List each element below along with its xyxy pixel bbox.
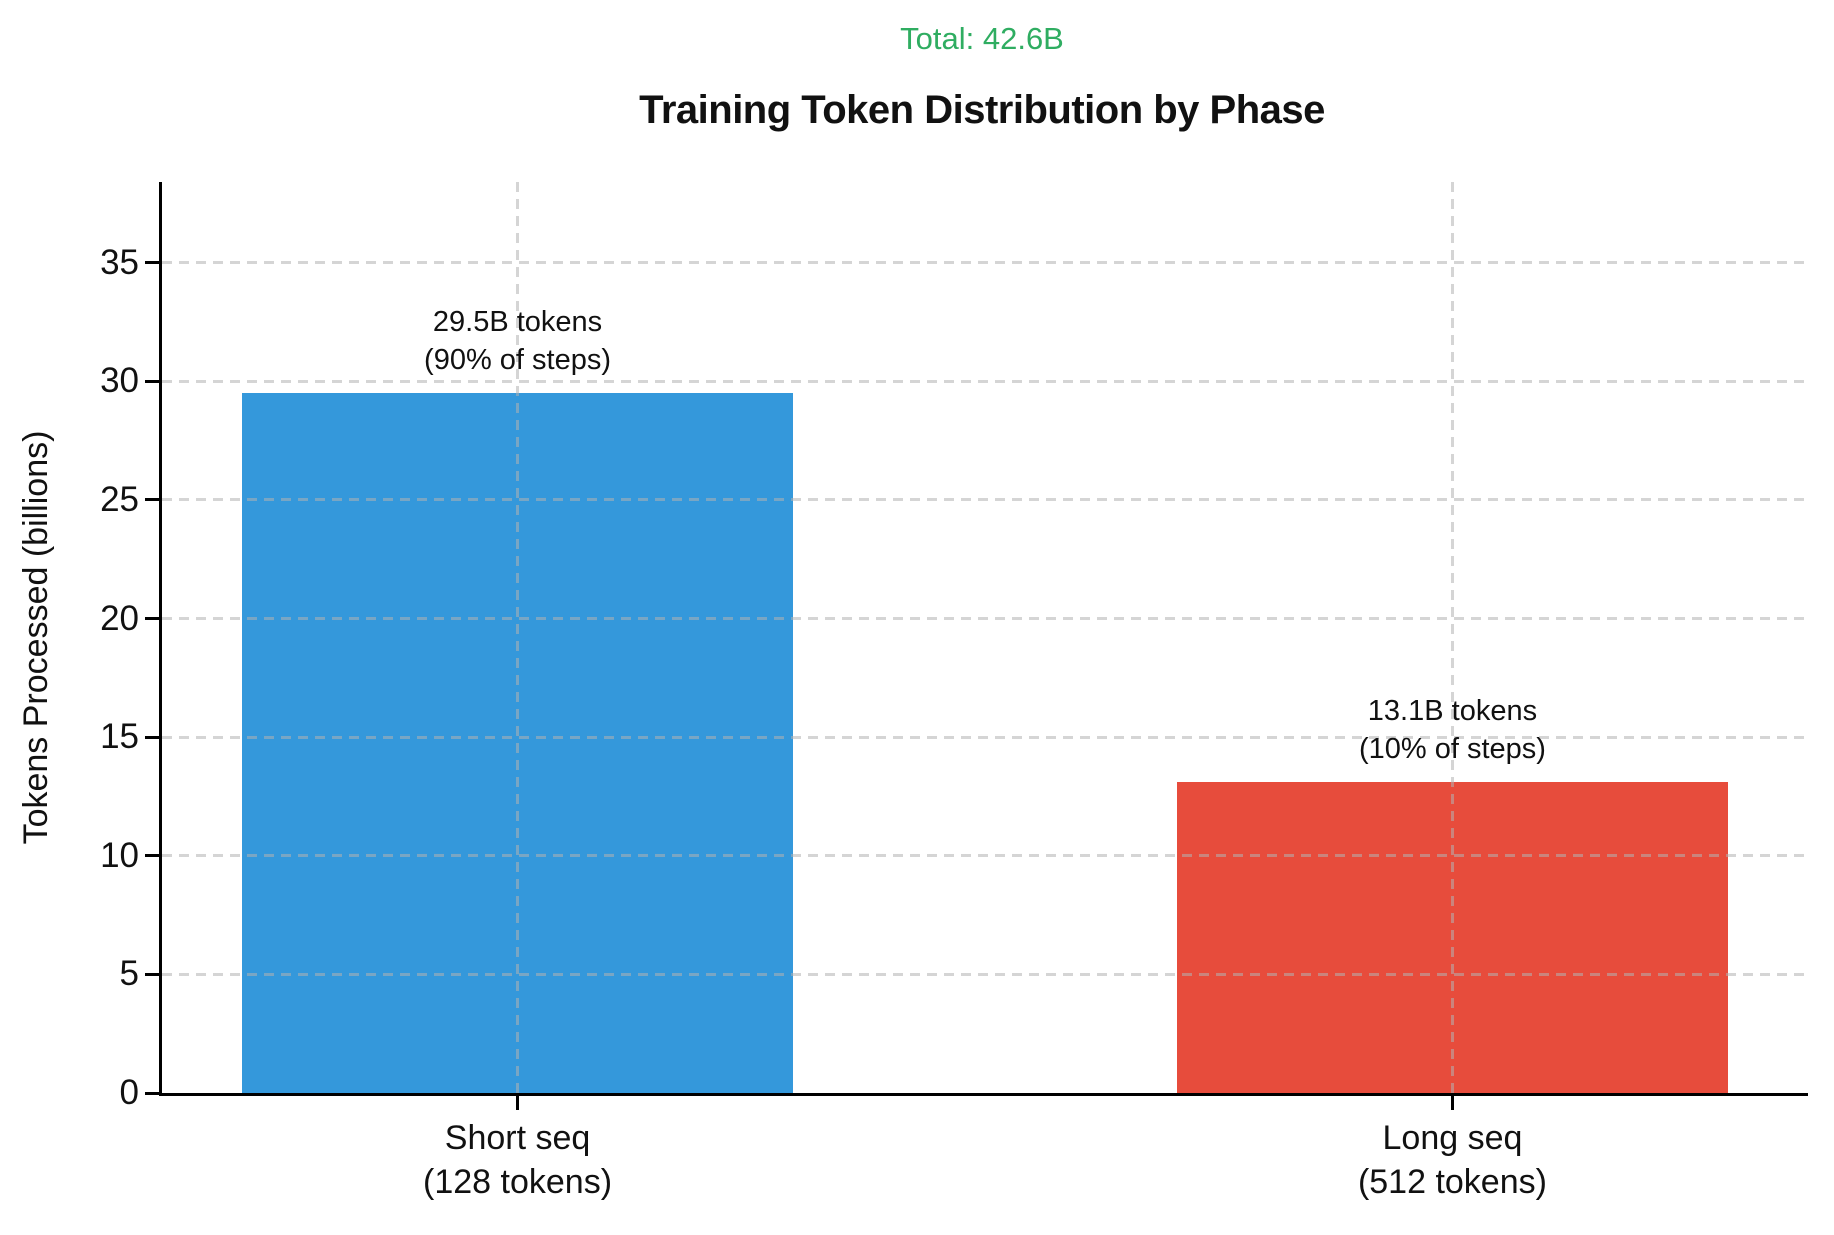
y-tick-25 — [145, 498, 159, 502]
x-tick-label-0: Short seq (128 tokens) — [423, 1119, 613, 1201]
y-tick-label-35: 35 — [100, 242, 139, 282]
y-tick-label-25: 25 — [100, 479, 139, 519]
y-tick-15 — [145, 735, 159, 739]
y-tick-30 — [145, 379, 159, 383]
y-tick-label-30: 30 — [100, 361, 139, 401]
y-tick-label-15: 15 — [100, 717, 139, 757]
plot-area: 29.5B tokens (90% of steps) Short seq (12… — [100, 182, 1808, 1201]
bar-value-label-1: 13.1B tokens (10% of steps) — [1358, 695, 1546, 766]
y-tick-label-5: 5 — [119, 954, 139, 994]
chart-title: Training Token Distribution by Phase — [639, 88, 1325, 132]
y-tick-label-0: 0 — [119, 1073, 139, 1112]
gridline-y-35 — [162, 261, 1808, 265]
y-tick-0 — [145, 1091, 159, 1095]
y-tick-5 — [145, 972, 159, 976]
gridline-y-30 — [162, 379, 1808, 383]
y-tick-label-10: 10 — [100, 835, 139, 875]
bar-1 — [1176, 782, 1729, 1093]
bar-0 — [241, 393, 794, 1093]
y-tick-label-20: 20 — [100, 598, 139, 638]
x-tick-1 — [1450, 1096, 1454, 1110]
y-tick-20 — [145, 617, 159, 621]
x-tick-0 — [516, 1096, 520, 1110]
bar-value-label-0: 29.5B tokens (90% of steps) — [424, 306, 612, 377]
y-tick-10 — [145, 854, 159, 858]
total-annotation: Total: 42.6B — [900, 21, 1064, 56]
x-tick-label-1: Long seq (512 tokens) — [1357, 1119, 1547, 1201]
y-tick-35 — [145, 261, 159, 265]
